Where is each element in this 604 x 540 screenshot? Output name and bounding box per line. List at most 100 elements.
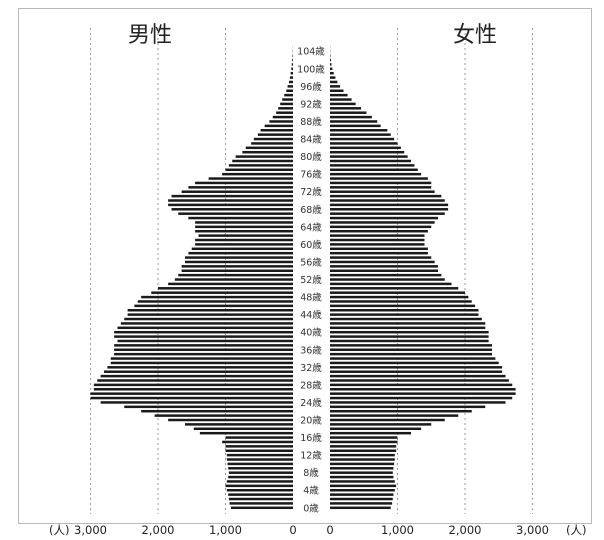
male-bar	[228, 164, 293, 167]
female-bar	[330, 317, 482, 321]
male-bar	[181, 269, 293, 272]
male-bar	[120, 322, 293, 325]
female-bar	[330, 475, 394, 479]
age-label: 96歳	[300, 81, 322, 93]
male-bar	[222, 172, 293, 176]
female-bar	[330, 234, 425, 237]
male-bar	[228, 497, 293, 501]
male-bar	[110, 357, 293, 360]
female-bar	[330, 225, 432, 229]
male-bar	[151, 291, 293, 294]
tick-label-male: 1,000	[209, 523, 242, 537]
female-bar	[330, 89, 344, 93]
male-bar	[104, 370, 293, 373]
male-bar	[228, 475, 293, 479]
male-bar	[260, 129, 293, 132]
male-bar	[225, 436, 293, 439]
female-bar	[330, 124, 381, 128]
female-bar	[330, 471, 393, 474]
male-bar	[188, 251, 293, 255]
female-bar	[330, 260, 435, 264]
male-bar	[291, 67, 293, 71]
male-bar	[195, 225, 293, 229]
female-bar	[330, 431, 411, 435]
male-bar	[168, 199, 293, 202]
age-label: 40歳	[300, 327, 322, 339]
age-label: 24歳	[300, 397, 322, 409]
male-bar	[278, 107, 293, 110]
female-bar	[330, 221, 435, 224]
female-bar	[330, 208, 449, 211]
female-bar	[330, 102, 356, 106]
age-label: 60歳	[300, 239, 322, 251]
age-label: 84歳	[300, 134, 322, 146]
female-bar	[330, 278, 445, 281]
age-label: 104歳	[297, 46, 325, 58]
chart-frame	[18, 8, 592, 524]
female-bar	[330, 71, 334, 75]
female-bar	[330, 488, 395, 492]
male-bar	[188, 216, 293, 220]
female-bar	[330, 282, 452, 286]
age-label: 72歳	[300, 186, 322, 198]
male-bar	[242, 150, 293, 154]
male-bar	[134, 304, 293, 308]
male-bar	[114, 335, 293, 338]
female-bar	[330, 330, 489, 334]
male-bar	[226, 453, 293, 457]
age-label: 88歳	[300, 116, 322, 128]
male-bar	[141, 409, 293, 413]
unit-label-right: (人)	[566, 523, 586, 537]
female-bar	[330, 506, 391, 510]
female-bar	[330, 300, 472, 303]
female-bar	[330, 392, 516, 395]
age-label: 64歳	[300, 221, 322, 233]
age-axis-labels: 0歳 4歳 8歳 12歳 16歳 20歳 24歳 28歳 32歳 36歳 40歳 44歳 48歳 52歳 5…	[297, 46, 325, 515]
female-bar	[330, 80, 338, 84]
age-label: 92歳	[300, 98, 322, 110]
male-bar	[158, 287, 293, 290]
male-bar	[228, 471, 293, 474]
female-bar	[330, 348, 492, 352]
female-bar	[330, 304, 476, 308]
female-bar	[330, 339, 489, 343]
male-bar	[226, 488, 293, 492]
female-bar	[330, 265, 438, 268]
female-bar	[330, 462, 395, 466]
male-bar	[226, 480, 293, 483]
male-bar	[269, 120, 293, 123]
female-bar	[330, 150, 405, 154]
female-bar	[330, 480, 395, 483]
female-bar	[330, 107, 362, 110]
x-axis-tick-labels: 0 0 1,000 1,000 2,000 2,000 3,000 3,000	[74, 523, 549, 537]
female-bar	[330, 164, 415, 167]
female-panel-title: 女性	[453, 23, 497, 48]
male-bar	[287, 85, 293, 88]
male-bar	[97, 379, 293, 382]
male-bar	[291, 63, 293, 66]
male-bar	[174, 278, 293, 281]
female-bar	[330, 287, 459, 290]
female-bar	[330, 409, 472, 413]
age-label: 32歳	[300, 362, 322, 374]
male-bar	[232, 159, 293, 163]
female-bar	[330, 229, 428, 233]
female-bar	[330, 269, 438, 272]
male-bar	[154, 414, 293, 417]
male-bar	[222, 440, 293, 444]
age-label: 44歳	[300, 309, 322, 321]
male-bar	[290, 71, 293, 75]
male-bar	[114, 348, 293, 352]
female-bar	[330, 247, 428, 251]
female-bar	[330, 401, 506, 404]
male-bar	[235, 155, 293, 158]
male-bar	[225, 449, 293, 452]
female-bar	[330, 137, 395, 141]
male-bar	[286, 89, 293, 93]
tick-label-female: 3,000	[516, 523, 549, 537]
male-bar	[178, 212, 293, 215]
age-label: 36歳	[300, 344, 322, 356]
male-bar	[188, 186, 293, 189]
male-bar	[198, 234, 293, 237]
male-bar	[185, 256, 293, 259]
